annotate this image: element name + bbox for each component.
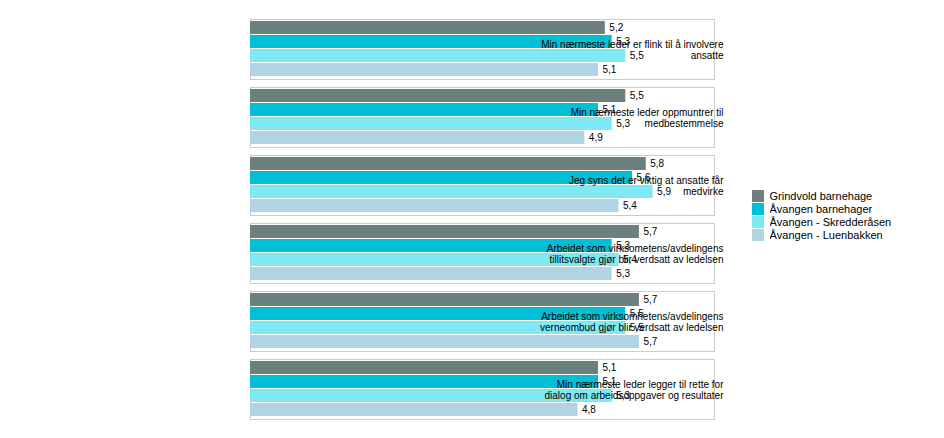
html-text:Grindvold barnehage: Grindvold barnehage — [769, 190, 873, 203]
svg-text:5,1: 5,1 — [603, 64, 617, 75]
svg-text:Min nærmeste leder legger til: Min nærmeste leder legger til rette ford… — [545, 379, 725, 401]
svg-text:5,1: 5,1 — [603, 362, 617, 373]
svg-text:5,4: 5,4 — [623, 200, 637, 211]
html-text:Åvangen - Luenbakken: Åvangen - Luenbakken — [769, 229, 883, 242]
svg-text:5,8: 5,8 — [650, 158, 664, 169]
html-text:Åvangen barnehager: Åvangen barnehager — [769, 203, 873, 216]
svg-text:Min nærmeste leder er flink ti: Min nærmeste leder er flink til å involv… — [541, 39, 724, 61]
svg-text:5,9: 5,9 — [657, 186, 671, 197]
svg-text:Arbeidet som virksometens/avde: Arbeidet som virksometens/avdelingenstil… — [547, 243, 724, 265]
svg-text:5,5: 5,5 — [630, 50, 644, 61]
svg-text:5,5: 5,5 — [630, 90, 644, 101]
svg-text:5,3: 5,3 — [616, 268, 630, 279]
html-text:Åvangen - Skredderåsen: Åvangen - Skredderåsen — [769, 216, 892, 229]
svg-text:5,2: 5,2 — [609, 22, 623, 33]
svg-text:5,3: 5,3 — [616, 118, 630, 129]
svg-text:5,7: 5,7 — [643, 226, 657, 237]
svg-text:Arbeidet som virksomhetens/avd: Arbeidet som virksomhetens/avdelingensve… — [540, 311, 723, 333]
svg-text:Jeg syns det er viktig at ansa: Jeg syns det er viktig at ansatte fårmed… — [569, 175, 724, 197]
svg-text:Min nærmeste leder oppmuntrer: Min nærmeste leder oppmuntrer tilmedbest… — [571, 107, 724, 129]
svg-text:5,7: 5,7 — [643, 336, 657, 347]
svg-text:4,9: 4,9 — [589, 132, 603, 143]
svg-text:5,7: 5,7 — [643, 294, 657, 305]
svg-text:4,8: 4,8 — [582, 404, 596, 415]
